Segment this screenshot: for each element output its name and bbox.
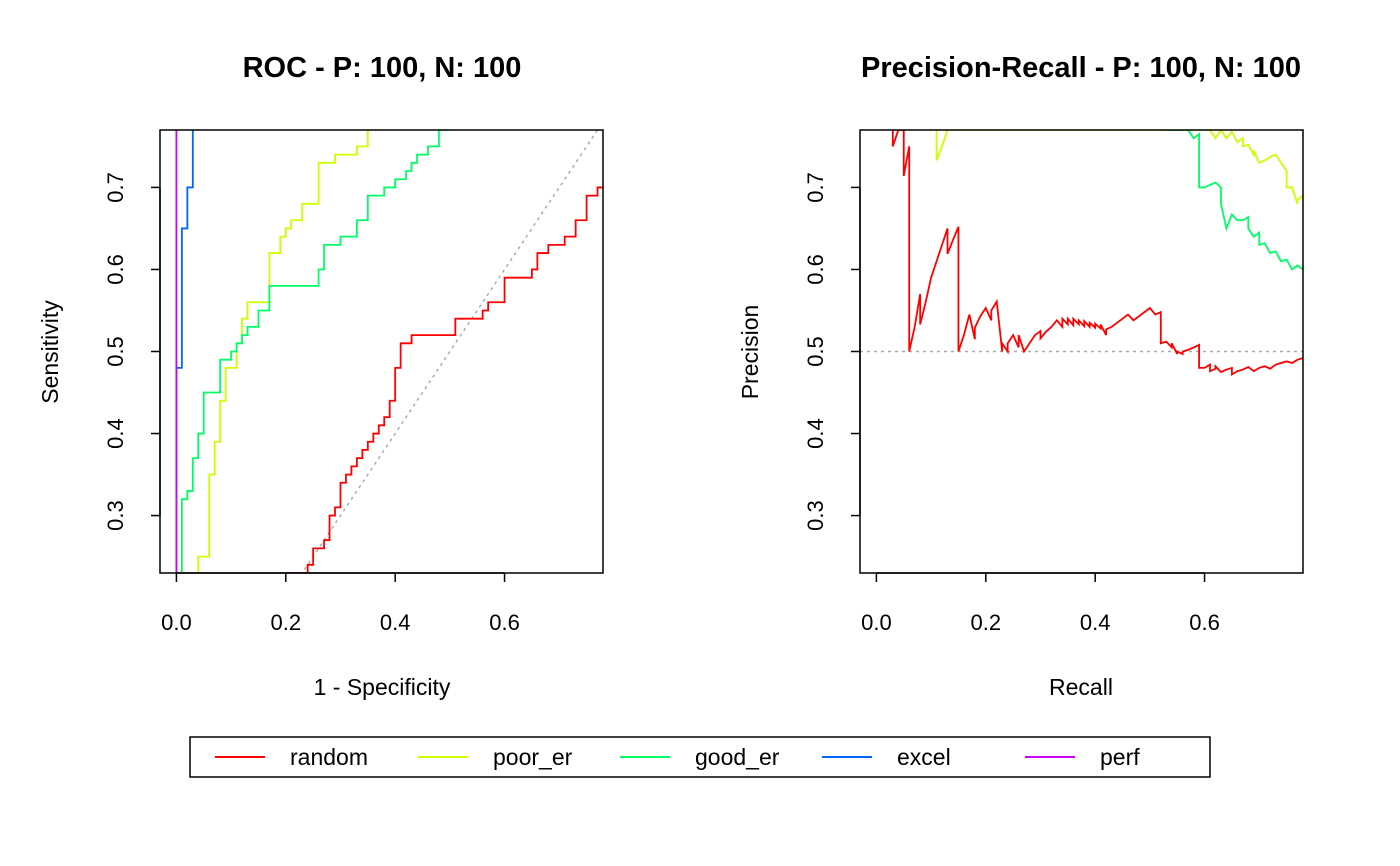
roc-plot-area: [175, 130, 603, 573]
pr-x-tick-label: 0.2: [970, 610, 1001, 635]
pr-y-tick-label: 0.3: [803, 500, 828, 531]
pr-x-tick-label: 0.6: [1189, 610, 1220, 635]
roc-title: ROC - P: 100, N: 100: [243, 52, 522, 84]
legend-label: poor_er: [493, 744, 573, 770]
legend-item-random: random: [215, 744, 368, 770]
pr-panel: Precision-Recall - P: 100, N: 100 0.0 0.2…: [737, 52, 1304, 700]
roc-y-tick-label: 0.7: [103, 172, 128, 203]
pr-x-tick-label: 0.4: [1080, 610, 1111, 635]
pr-series-random: [891, 130, 1303, 377]
legend-item-excel: excel: [822, 744, 951, 770]
roc-y-tick-label: 0.4: [103, 418, 128, 449]
legend-label: excel: [897, 744, 951, 770]
pr-y-tick-label: 0.6: [803, 254, 828, 285]
pr-x-axis-label: Recall: [1049, 674, 1113, 700]
pr-plot-frame: [859, 129, 1304, 574]
pr-plot-area: [860, 130, 1303, 377]
roc-series-good-er: [180, 130, 450, 573]
roc-y-tick-label: 0.3: [103, 500, 128, 531]
roc-y-tick-label: 0.5: [103, 336, 128, 367]
roc-panel: ROC - P: 100, N: 100 0.0 0.2 0.4 0.60.30.40…: [37, 52, 604, 700]
roc-y-axis-label: Sensitivity: [37, 300, 63, 404]
roc-reference-line: [301, 130, 599, 573]
pr-axes: 0.0 0.2 0.4 0.6 0.3 0.4 0.5 0.6 0.7: [803, 172, 1220, 635]
pr-series-good-er: [1166, 130, 1303, 271]
roc-y-tick-label: 0.6: [103, 254, 128, 285]
legend-item-good-er: good_er: [620, 744, 780, 770]
roc-x-tick-label: 0.2: [270, 610, 301, 635]
roc-series-excel: [175, 130, 194, 573]
roc-series-poor-er: [197, 130, 369, 573]
pr-y-tick-label: 0.7: [803, 172, 828, 203]
roc-axes: 0.0 0.2 0.4 0.6 0.3 0.4 0.5 0.6 0.7: [103, 172, 520, 635]
legend-label: good_er: [695, 744, 780, 770]
pr-y-axis-label: Precision: [737, 305, 763, 400]
roc-x-tick-label: 0.6: [489, 610, 520, 635]
pr-y-tick-label: 0.5: [803, 336, 828, 367]
pr-title: Precision-Recall - P: 100, N: 100: [861, 52, 1301, 84]
legend-item-poor-er: poor_er: [418, 744, 573, 770]
roc-x-axis-label: 1 - Specificity: [314, 674, 451, 700]
roc-x-tick-label: 0.4: [380, 610, 411, 635]
pr-x-tick-label: 0.0: [861, 610, 892, 635]
legend-label: random: [290, 744, 368, 770]
legend-item-perf: perf: [1025, 744, 1140, 770]
legend: random poor_er good_er excel perf: [189, 736, 1211, 778]
legend-label: perf: [1100, 744, 1140, 770]
pr-series-poor-er: [935, 130, 1303, 205]
roc-x-tick-label: 0.0: [161, 610, 192, 635]
pr-y-tick-label: 0.4: [803, 418, 828, 449]
roc-series-random: [285, 186, 603, 573]
